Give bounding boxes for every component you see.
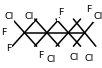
Text: Cl: Cl (93, 12, 102, 21)
Text: Cl: Cl (85, 54, 94, 63)
Text: Cl: Cl (46, 55, 56, 64)
Text: F: F (6, 44, 11, 53)
Text: F: F (1, 28, 7, 37)
Text: Cl: Cl (4, 12, 13, 21)
Text: F: F (87, 5, 92, 14)
Text: Cl: Cl (24, 12, 34, 21)
Text: F: F (39, 51, 44, 60)
Text: F: F (59, 8, 64, 17)
Text: Cl: Cl (70, 53, 79, 62)
Text: F: F (58, 11, 63, 20)
